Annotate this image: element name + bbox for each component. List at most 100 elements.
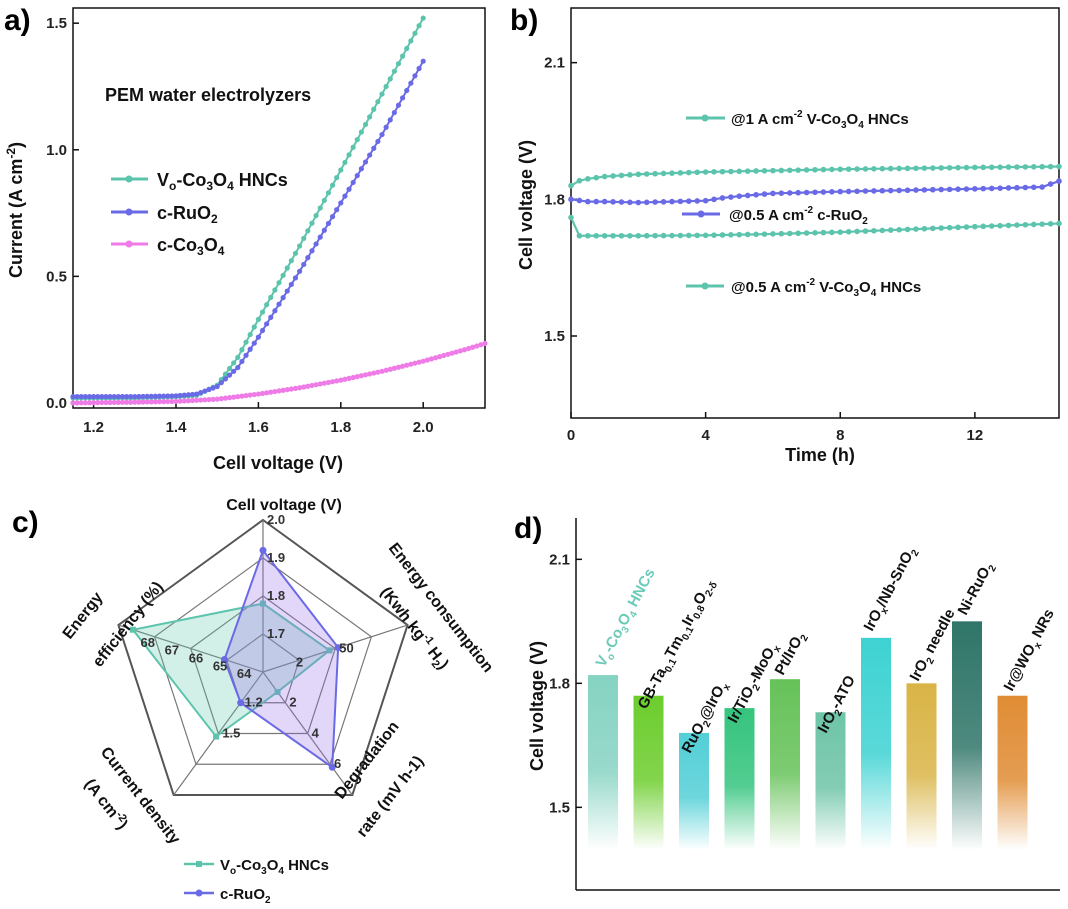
b-point-1-30	[820, 189, 827, 195]
a-point-1-15	[132, 394, 138, 400]
annot-marker-1	[701, 114, 709, 122]
panel-a-xlabel: Cell voltage (V)	[213, 453, 343, 473]
b-point-2-58	[1056, 220, 1062, 227]
a-point-0-44	[251, 324, 257, 330]
a-point-2-1	[74, 400, 80, 406]
a-xtick-label-3: 1.8	[330, 419, 351, 436]
a-point-0-54	[292, 250, 299, 256]
b-point-0-51	[997, 164, 1003, 170]
b-point-0-50	[988, 164, 995, 171]
b-point-2-15	[694, 232, 701, 239]
b-point-0-40	[904, 165, 911, 172]
b-point-0-26	[786, 167, 793, 174]
a-point-0-85	[420, 15, 426, 21]
radar-tick-4-2: 66	[189, 651, 203, 666]
a-point-0-63	[329, 182, 336, 188]
b-point-1-1	[576, 197, 583, 204]
a-point-2-43	[247, 392, 253, 398]
b-point-1-53	[1014, 184, 1020, 191]
b-point-0-22	[753, 168, 759, 174]
a-point-2-74	[375, 369, 381, 375]
a-line-1	[73, 60, 425, 398]
a-xtick-label-1: 1.4	[166, 419, 188, 436]
a-point-2-36	[218, 396, 224, 402]
b-point-1-27	[795, 189, 801, 196]
b-series-0	[568, 163, 1062, 189]
radar-tick-4-3: 65	[213, 658, 227, 673]
b-point-1-49	[980, 185, 987, 192]
a-point-2-64	[334, 378, 340, 384]
a-point-1-65	[338, 200, 344, 206]
a-point-2-92	[449, 350, 455, 356]
a-point-2-97	[470, 344, 476, 350]
a-point-2-96	[465, 345, 472, 352]
a-point-1-1	[74, 394, 80, 400]
radar-tick-2-1: 4	[312, 725, 320, 740]
a-point-2-82	[408, 361, 414, 367]
a-point-2-89	[437, 354, 443, 360]
a-point-2-79	[395, 364, 402, 370]
a-point-2-3	[82, 400, 88, 406]
a-point-2-35	[214, 396, 220, 402]
panel-label-d: d)	[514, 512, 542, 545]
b-point-0-2	[585, 176, 591, 182]
a-point-0-59	[313, 212, 319, 219]
b-point-2-12	[669, 232, 675, 239]
b-point-1-0	[568, 196, 574, 203]
bar-label-vo-co3o4: Vo-Co3O4 HNCs	[593, 566, 662, 672]
legend-marker-ruo2	[125, 208, 133, 216]
a-point-0-78	[391, 68, 397, 74]
b-point-1-44	[938, 186, 945, 193]
radar-grid-0	[117, 518, 409, 796]
a-point-2-57	[305, 383, 311, 389]
a-point-2-22	[161, 399, 167, 405]
bar-7	[906, 683, 937, 850]
a-point-1-35	[214, 383, 220, 390]
a-point-0-41	[239, 347, 245, 353]
a-point-2-7	[99, 399, 105, 406]
b-point-1-24	[770, 190, 776, 197]
a-point-1-56	[301, 261, 307, 268]
a-point-1-76	[383, 124, 389, 130]
b-point-2-14	[685, 232, 692, 239]
a-point-2-99	[478, 342, 484, 348]
a-point-2-38	[226, 395, 233, 401]
b-point-0-4	[601, 173, 608, 180]
b-point-2-13	[677, 232, 684, 239]
a-point-1-50	[276, 301, 282, 307]
bar-label-ni-ruo2: Ni-RuO2	[955, 559, 1000, 619]
a-point-2-73	[371, 370, 377, 376]
a-point-1-2	[78, 394, 84, 400]
a-point-0-58	[309, 220, 315, 226]
a-series-2	[70, 340, 488, 406]
a-point-2-28	[185, 398, 191, 404]
b-point-0-21	[744, 168, 751, 174]
radar-tick-4-0: 68	[141, 635, 155, 650]
b-point-1-26	[786, 190, 793, 196]
b-point-1-25	[778, 190, 785, 196]
a-point-0-37	[222, 371, 229, 377]
a-point-2-25	[173, 398, 179, 405]
b-point-0-39	[896, 165, 902, 172]
legend-marker-co3o4	[125, 240, 133, 248]
a-point-2-48	[268, 389, 274, 395]
b-point-1-32	[837, 188, 844, 195]
b-point-1-48	[972, 186, 978, 192]
b-xtick-label-2: 8	[836, 427, 844, 444]
b-point-0-38	[887, 165, 894, 172]
legend-text-vo-co3o4: Vo-Co3O4 HNCs	[157, 170, 288, 193]
b-point-1-36	[871, 188, 877, 194]
a-point-0-84	[416, 23, 422, 29]
b-point-1-17	[711, 196, 717, 203]
b-point-0-42	[921, 165, 928, 171]
legend-text-ruo2: c-RuO2	[157, 203, 218, 226]
b-point-2-4	[601, 232, 608, 239]
bar-1	[633, 695, 664, 850]
a-point-1-67	[346, 186, 352, 192]
radar-tick-2-0: 6	[334, 756, 341, 771]
bar-label-irox-nb-sno2: IrOx/Nb-SnO2	[861, 544, 922, 636]
panel-label-c: c)	[12, 506, 39, 539]
a-point-2-50	[276, 388, 282, 394]
b-point-2-28	[803, 230, 810, 236]
a-point-2-29	[189, 397, 196, 404]
